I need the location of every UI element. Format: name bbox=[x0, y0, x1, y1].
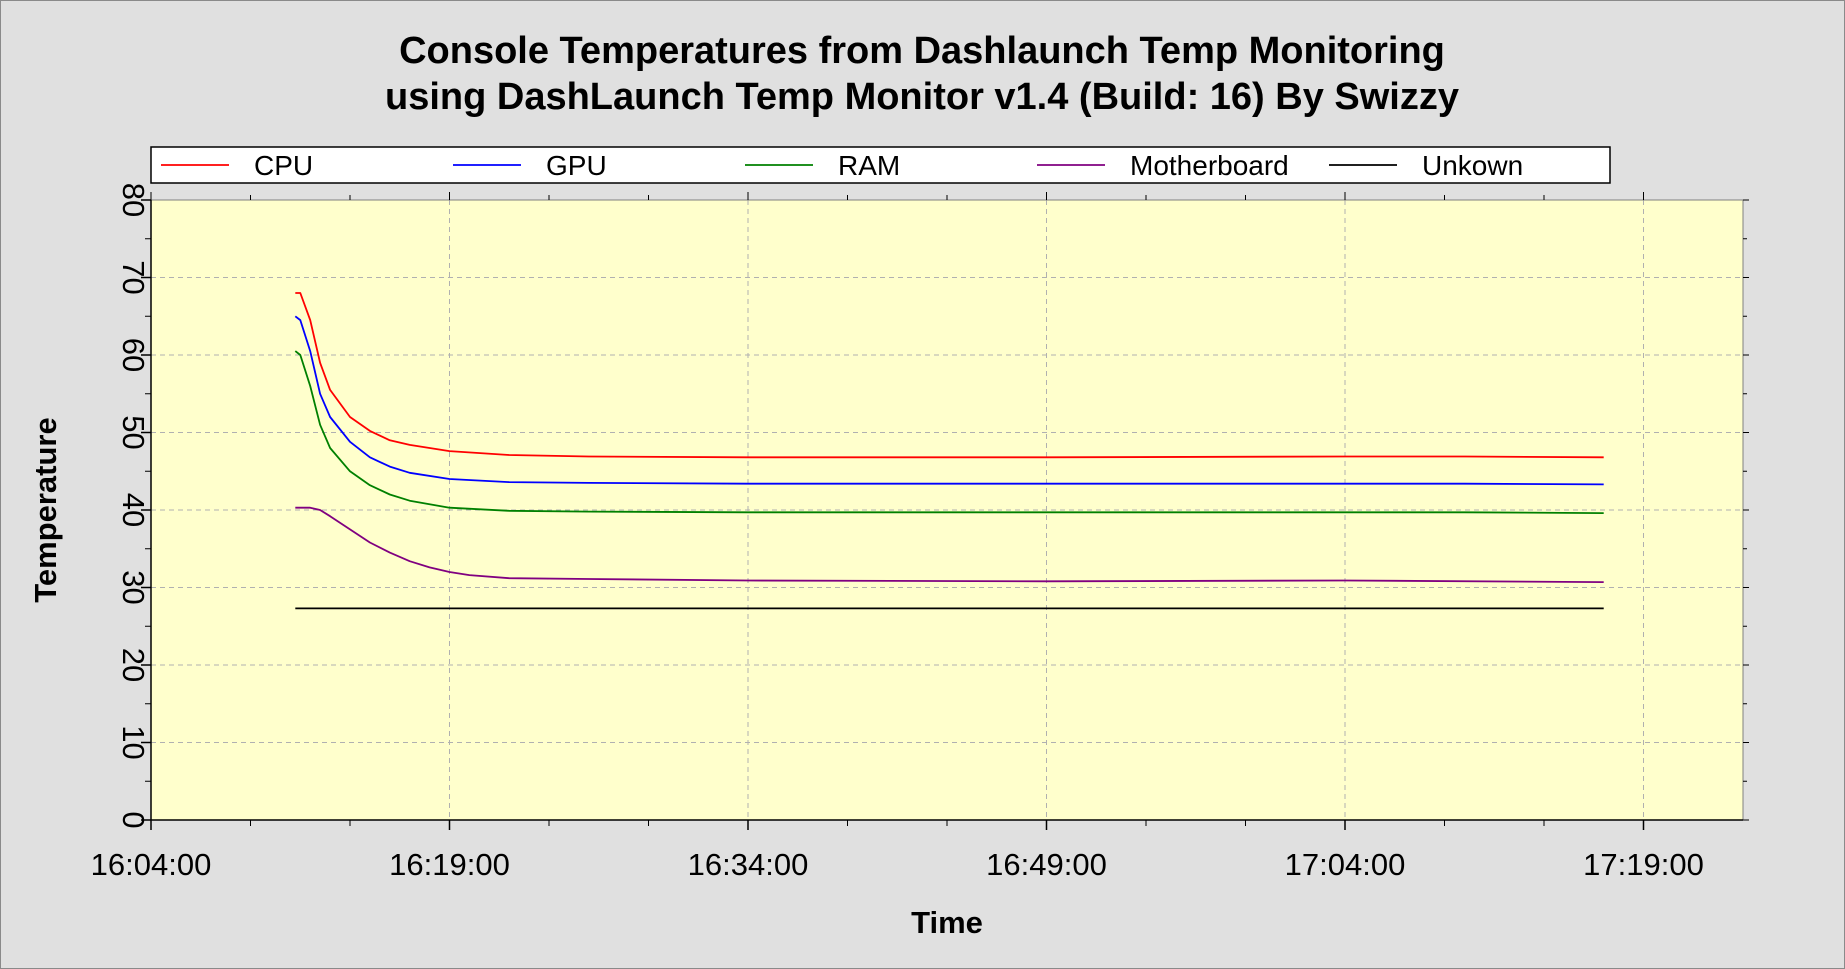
y-tick-label: 70 bbox=[116, 260, 151, 294]
y-tick-label: 80 bbox=[116, 183, 151, 217]
legend-label-gpu: GPU bbox=[546, 150, 607, 181]
grid-lines bbox=[151, 199, 1743, 820]
y-tick-label: 0 bbox=[116, 811, 151, 828]
y-tick-label: 60 bbox=[116, 338, 151, 372]
legend-label-unkown: Unkown bbox=[1422, 150, 1523, 181]
y-tick-label: 50 bbox=[116, 415, 151, 449]
series-line-gpu bbox=[294, 315, 1604, 486]
x-tick-label: 16:04:00 bbox=[91, 847, 212, 882]
series-line-motherboard bbox=[295, 506, 1604, 583]
series-layer bbox=[294, 292, 1604, 610]
x-axis-title: Time bbox=[911, 905, 983, 940]
legend-label-cpu: CPU bbox=[254, 150, 313, 181]
x-tick-label: 17:04:00 bbox=[1285, 847, 1406, 882]
y-tick-label: 30 bbox=[116, 570, 151, 604]
y-tick-label: 40 bbox=[116, 493, 151, 527]
legend: CPU GPU RAM Motherboard Unkown bbox=[150, 146, 1611, 184]
x-tick-label: 16:34:00 bbox=[688, 847, 809, 882]
series-line-ram bbox=[294, 350, 1604, 514]
y-tick-label: 20 bbox=[116, 648, 151, 682]
axes: 0 10 20 30 40 50 60 70 80 16:04:00 16:19:00 16:34:0… bbox=[91, 183, 1749, 882]
legend-label-motherboard: Motherboard bbox=[1130, 150, 1289, 181]
y-axis-title: Temperature bbox=[28, 417, 63, 603]
chart-subtitle: using DashLaunch Temp Monitor v1.4 (Buil… bbox=[385, 76, 1459, 118]
x-tick-label: 17:19:00 bbox=[1583, 847, 1704, 882]
legend-label-ram: RAM bbox=[838, 150, 900, 181]
series-line-cpu bbox=[295, 292, 1604, 459]
y-tick-label: 10 bbox=[116, 725, 151, 759]
x-tick-label: 16:49:00 bbox=[986, 847, 1107, 882]
chart-title: Console Temperatures from Dashlaunch Tem… bbox=[399, 30, 1445, 72]
x-tick-label: 16:19:00 bbox=[389, 847, 510, 882]
